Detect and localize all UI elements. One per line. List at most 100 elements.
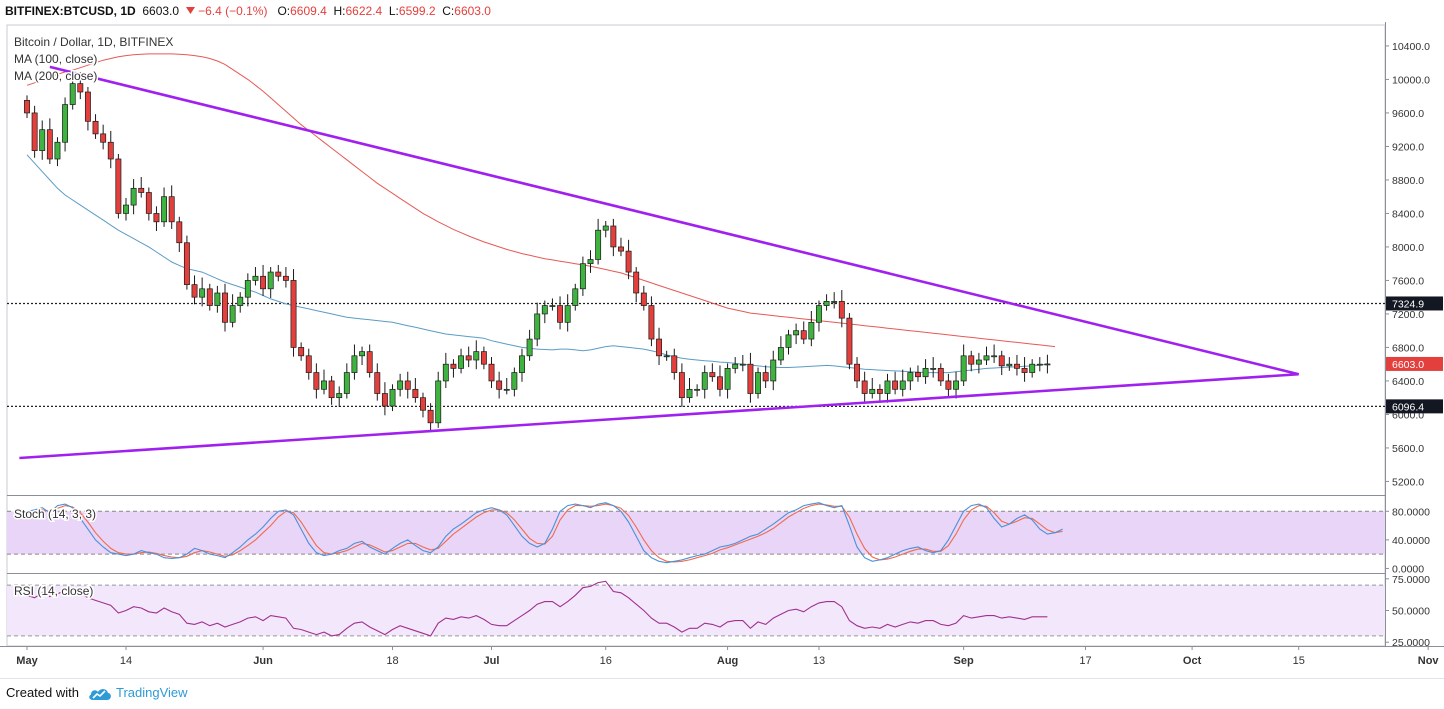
rsi-pane[interactable] bbox=[7, 580, 1385, 637]
candle[interactable] bbox=[549, 298, 556, 311]
candle[interactable] bbox=[541, 300, 548, 324]
candle[interactable] bbox=[724, 363, 731, 399]
candle[interactable] bbox=[199, 277, 206, 307]
candle[interactable] bbox=[473, 340, 480, 370]
candle[interactable] bbox=[412, 378, 419, 403]
time-axis[interactable]: May14Jun18Jul16Aug13Sep17Oct15Nov12 bbox=[16, 646, 1444, 667]
candle[interactable] bbox=[24, 95, 30, 118]
candle[interactable] bbox=[793, 323, 800, 345]
candle[interactable] bbox=[846, 313, 853, 370]
candle[interactable] bbox=[260, 264, 267, 296]
candle[interactable] bbox=[252, 267, 259, 286]
candle[interactable] bbox=[69, 74, 76, 110]
candle[interactable] bbox=[351, 344, 358, 380]
candle[interactable] bbox=[191, 275, 198, 305]
candle[interactable] bbox=[503, 378, 510, 395]
candle[interactable] bbox=[161, 187, 168, 227]
candle[interactable] bbox=[496, 371, 503, 399]
triangle-trendline[interactable] bbox=[49, 65, 1300, 376]
candle[interactable] bbox=[1021, 357, 1028, 382]
candle[interactable] bbox=[785, 329, 792, 355]
candle[interactable] bbox=[237, 292, 244, 313]
rsi-line[interactable] bbox=[26, 580, 1048, 637]
candle[interactable] bbox=[519, 348, 525, 382]
candle[interactable] bbox=[420, 392, 426, 418]
candle[interactable] bbox=[1013, 354, 1020, 376]
candle[interactable] bbox=[823, 294, 830, 311]
candle[interactable] bbox=[854, 357, 860, 389]
candle[interactable] bbox=[214, 285, 221, 313]
candle[interactable] bbox=[130, 179, 137, 215]
candle[interactable] bbox=[1029, 359, 1036, 378]
candle[interactable] bbox=[701, 365, 708, 399]
candle[interactable] bbox=[656, 327, 662, 366]
candle[interactable] bbox=[800, 321, 807, 345]
candle[interactable] bbox=[77, 72, 84, 100]
candle[interactable] bbox=[709, 363, 716, 382]
candle[interactable] bbox=[1036, 357, 1043, 372]
candle[interactable] bbox=[305, 348, 312, 380]
candle[interactable] bbox=[321, 369, 327, 395]
candle[interactable] bbox=[618, 237, 624, 257]
candle[interactable] bbox=[572, 283, 579, 311]
candle[interactable] bbox=[374, 363, 381, 401]
stoch-d-line[interactable] bbox=[26, 503, 1063, 563]
candle[interactable] bbox=[861, 371, 868, 403]
candle[interactable] bbox=[145, 187, 152, 221]
candle[interactable] bbox=[534, 302, 541, 347]
candle[interactable] bbox=[115, 153, 122, 219]
price-pane[interactable] bbox=[7, 53, 1385, 460]
candle[interactable] bbox=[595, 218, 602, 265]
candle[interactable] bbox=[610, 218, 617, 257]
candle[interactable] bbox=[168, 185, 175, 229]
candle[interactable] bbox=[930, 357, 937, 378]
candle[interactable] bbox=[107, 130, 114, 169]
candle[interactable] bbox=[579, 256, 586, 296]
candle[interactable] bbox=[404, 371, 411, 399]
candle[interactable] bbox=[694, 384, 701, 397]
candle[interactable] bbox=[222, 283, 228, 332]
candle[interactable] bbox=[31, 105, 38, 158]
ma100-line[interactable] bbox=[26, 154, 1048, 374]
stoch-k-line[interactable] bbox=[26, 502, 1063, 564]
candle[interactable] bbox=[564, 294, 571, 332]
candle[interactable] bbox=[435, 371, 442, 428]
candle[interactable] bbox=[816, 300, 822, 332]
candle[interactable] bbox=[755, 367, 761, 399]
candle[interactable] bbox=[1006, 357, 1013, 371]
candle[interactable] bbox=[275, 264, 282, 282]
candle[interactable] bbox=[381, 382, 388, 416]
candle[interactable] bbox=[975, 352, 982, 374]
candle[interactable] bbox=[732, 357, 739, 374]
candle[interactable] bbox=[488, 357, 495, 389]
candle[interactable] bbox=[968, 350, 975, 372]
candle[interactable] bbox=[427, 403, 434, 433]
candle[interactable] bbox=[511, 367, 518, 397]
candle[interactable] bbox=[92, 114, 99, 139]
candle[interactable] bbox=[884, 373, 891, 403]
candle[interactable] bbox=[313, 363, 320, 399]
candle[interactable] bbox=[915, 365, 921, 382]
candle[interactable] bbox=[633, 267, 640, 303]
candle[interactable] bbox=[899, 369, 906, 397]
candle[interactable] bbox=[945, 373, 952, 397]
tradingview-logo[interactable]: TradingView bbox=[88, 681, 188, 705]
price-axis[interactable]: 10400.0 10000.0 9600.0 9200.0 8800.0 8400.0 80… bbox=[1385, 41, 1443, 649]
candle[interactable] bbox=[359, 346, 366, 366]
candle[interactable] bbox=[998, 350, 1005, 376]
candle[interactable] bbox=[762, 365, 769, 389]
candle[interactable] bbox=[686, 378, 693, 403]
candle[interactable] bbox=[869, 378, 876, 399]
candle[interactable] bbox=[777, 336, 784, 366]
candle[interactable] bbox=[587, 250, 594, 273]
candle[interactable] bbox=[206, 283, 213, 311]
candle[interactable] bbox=[54, 137, 61, 167]
candle[interactable] bbox=[267, 267, 274, 299]
candle[interactable] bbox=[176, 216, 183, 252]
candle[interactable] bbox=[602, 220, 609, 238]
candle[interactable] bbox=[442, 352, 449, 389]
candle[interactable] bbox=[450, 359, 457, 378]
candle[interactable] bbox=[290, 269, 297, 357]
candle[interactable] bbox=[831, 292, 838, 309]
candle[interactable] bbox=[892, 371, 899, 395]
